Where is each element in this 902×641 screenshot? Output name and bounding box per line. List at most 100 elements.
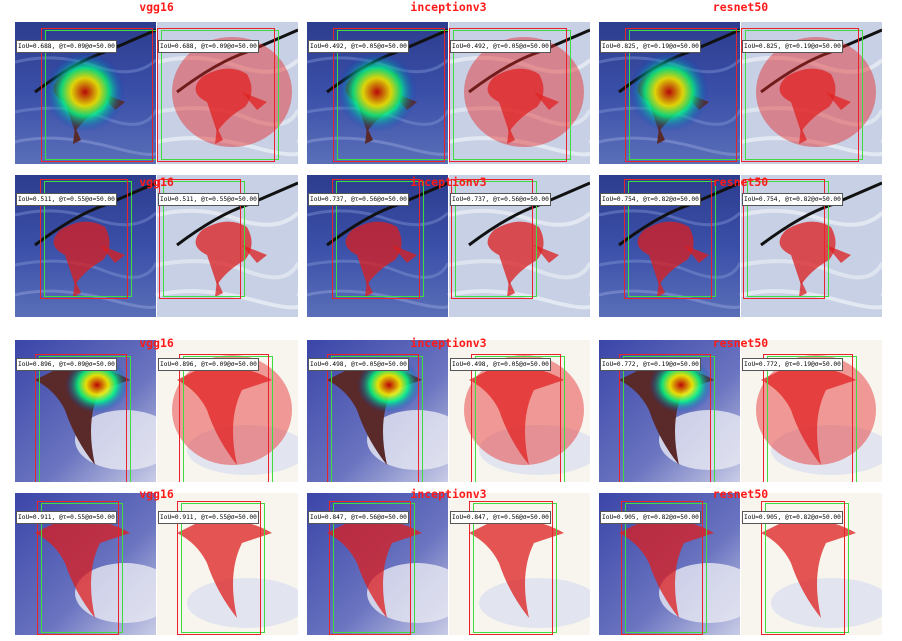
result-panel-inceptionv3: IoU=0.847, @τ=0.56@σ=50.00 IoU=0.847, @τ=…: [307, 493, 590, 635]
ground-truth-box: [183, 356, 273, 482]
predicted-box: [625, 28, 737, 162]
ground-truth-box: [628, 181, 716, 297]
iou-label: IoU=0.825, @τ=0.19@σ=50.00: [742, 40, 843, 53]
segmentation-mask-image: IoU=0.896, @τ=0.09@σ=50.00: [157, 340, 298, 482]
model-title: inceptionv3: [410, 487, 487, 501]
segmentation-mask-image: IoU=0.688, @τ=0.09@σ=50.00: [157, 22, 298, 164]
ground-truth-box: [181, 503, 265, 633]
model-title: vgg16: [139, 175, 174, 189]
segmentation-mask-image: IoU=0.754, @τ=0.82@σ=50.00: [741, 175, 882, 317]
ground-truth-box: [747, 181, 829, 297]
predicted-box: [40, 179, 128, 299]
result-panel-inceptionv3: IoU=0.498, @τ=0.05@σ=50.00 IoU=0.498, @τ=…: [307, 340, 590, 482]
iou-label: IoU=0.498, @τ=0.05@σ=50.00: [308, 358, 409, 371]
predicted-box: [177, 501, 261, 635]
ground-truth-box: [455, 181, 537, 297]
predicted-box: [179, 354, 269, 482]
model-title: inceptionv3: [410, 175, 487, 189]
segmentation-mask-image: IoU=0.911, @τ=0.55@σ=50.00: [157, 493, 298, 635]
model-title: vgg16: [139, 487, 174, 501]
model-title: vgg16: [139, 0, 174, 14]
iou-label: IoU=0.911, @τ=0.55@σ=50.00: [16, 511, 117, 524]
iou-label: IoU=0.905, @τ=0.82@σ=50.00: [600, 511, 701, 524]
model-title: inceptionv3: [410, 336, 487, 350]
predicted-box: [41, 28, 153, 162]
ground-truth-box: [44, 181, 132, 297]
segmentation-mask-image: IoU=0.847, @τ=0.56@σ=50.00: [449, 493, 590, 635]
iou-label: IoU=0.688, @τ=0.09@σ=50.00: [16, 40, 117, 53]
segmentation-mask-image: IoU=0.905, @τ=0.82@σ=50.00: [741, 493, 882, 635]
saliency-heatmap-image: IoU=0.825, @τ=0.19@σ=50.00: [599, 22, 740, 164]
ground-truth-box: [161, 30, 279, 160]
saliency-heatmap-image: IoU=0.772, @τ=0.19@σ=50.00: [599, 340, 740, 482]
iou-label: IoU=0.754, @τ=0.82@σ=50.00: [600, 193, 701, 206]
ground-truth-box: [473, 503, 557, 633]
iou-label: IoU=0.905, @τ=0.82@σ=50.00: [742, 511, 843, 524]
iou-label: IoU=0.511, @τ=0.55@σ=50.00: [158, 193, 259, 206]
saliency-heatmap-image: IoU=0.911, @τ=0.55@σ=50.00: [15, 493, 156, 635]
iou-label: IoU=0.688, @τ=0.09@σ=50.00: [158, 40, 259, 53]
predicted-box: [327, 354, 419, 482]
segmentation-mask-image: IoU=0.492, @τ=0.05@σ=50.00: [449, 22, 590, 164]
saliency-heatmap-image: IoU=0.737, @τ=0.56@σ=50.00: [307, 175, 448, 317]
iou-label: IoU=0.754, @τ=0.82@σ=50.00: [742, 193, 843, 206]
iou-label: IoU=0.737, @τ=0.56@σ=50.00: [450, 193, 551, 206]
ground-truth-box: [623, 356, 715, 482]
ground-truth-box: [629, 30, 740, 160]
predicted-box: [157, 28, 275, 162]
ground-truth-box: [475, 356, 565, 482]
ground-truth-box: [337, 30, 448, 160]
model-title: resnet50: [712, 336, 769, 350]
result-panel-vgg16: IoU=0.688, @τ=0.09@σ=50.00 IoU=0.688, @τ=…: [15, 22, 298, 164]
iou-label: IoU=0.847, @τ=0.56@σ=50.00: [450, 511, 551, 524]
iou-label: IoU=0.492, @τ=0.05@σ=50.00: [308, 40, 409, 53]
model-title: inceptionv3: [410, 0, 487, 14]
predicted-box: [761, 501, 845, 635]
saliency-heatmap-image: IoU=0.754, @τ=0.82@σ=50.00: [599, 175, 740, 317]
predicted-box: [35, 354, 127, 482]
result-panel-resnet50: IoU=0.905, @τ=0.82@σ=50.00 IoU=0.905, @τ=…: [599, 493, 882, 635]
predicted-box: [449, 28, 567, 162]
model-title: resnet50: [712, 175, 769, 189]
result-panel-inceptionv3: IoU=0.737, @τ=0.56@σ=50.00 IoU=0.737, @τ=…: [307, 175, 590, 317]
iou-label: IoU=0.511, @τ=0.55@σ=50.00: [16, 193, 117, 206]
segmentation-mask-image: IoU=0.772, @τ=0.19@σ=50.00: [741, 340, 882, 482]
model-title: vgg16: [139, 336, 174, 350]
predicted-box: [471, 354, 561, 482]
ground-truth-box: [453, 30, 571, 160]
ground-truth-box: [331, 356, 423, 482]
predicted-box: [469, 501, 553, 635]
result-panel-vgg16: IoU=0.896, @τ=0.09@σ=50.00 IoU=0.896, @τ=…: [15, 340, 298, 482]
ground-truth-box: [745, 30, 863, 160]
saliency-heatmap-image: IoU=0.688, @τ=0.09@σ=50.00: [15, 22, 156, 164]
iou-label: IoU=0.825, @τ=0.19@σ=50.00: [600, 40, 701, 53]
ground-truth-box: [41, 503, 123, 633]
saliency-heatmap-image: IoU=0.492, @τ=0.05@σ=50.00: [307, 22, 448, 164]
ground-truth-box: [765, 503, 849, 633]
predicted-box: [619, 354, 711, 482]
predicted-box: [451, 179, 533, 299]
ground-truth-box: [767, 356, 857, 482]
predicted-box: [743, 179, 825, 299]
segmentation-mask-image: IoU=0.498, @τ=0.05@σ=50.00: [449, 340, 590, 482]
iou-label: IoU=0.896, @τ=0.09@σ=50.00: [16, 358, 117, 371]
saliency-heatmap-image: IoU=0.511, @τ=0.55@σ=50.00: [15, 175, 156, 317]
result-panel-resnet50: IoU=0.825, @τ=0.19@σ=50.00 IoU=0.825, @τ=…: [599, 22, 882, 164]
model-title: resnet50: [712, 487, 769, 501]
predicted-box: [333, 28, 445, 162]
predicted-box: [741, 28, 859, 162]
iou-label: IoU=0.492, @τ=0.05@σ=50.00: [450, 40, 551, 53]
iou-label: IoU=0.498, @τ=0.05@σ=50.00: [450, 358, 551, 371]
result-panel-resnet50: IoU=0.772, @τ=0.19@σ=50.00 IoU=0.772, @τ=…: [599, 340, 882, 482]
segmentation-mask-image: IoU=0.737, @τ=0.56@σ=50.00: [449, 175, 590, 317]
ground-truth-box: [39, 356, 131, 482]
result-panel-vgg16: IoU=0.511, @τ=0.55@σ=50.00 IoU=0.511, @τ=…: [15, 175, 298, 317]
result-panel-inceptionv3: IoU=0.492, @τ=0.05@σ=50.00 IoU=0.492, @τ=…: [307, 22, 590, 164]
saliency-heatmap-image: IoU=0.498, @τ=0.05@σ=50.00: [307, 340, 448, 482]
ground-truth-box: [163, 181, 245, 297]
saliency-heatmap-image: IoU=0.905, @τ=0.82@σ=50.00: [599, 493, 740, 635]
saliency-heatmap-image: IoU=0.896, @τ=0.09@σ=50.00: [15, 340, 156, 482]
result-panel-vgg16: IoU=0.911, @τ=0.55@σ=50.00 IoU=0.911, @τ=…: [15, 493, 298, 635]
predicted-box: [621, 501, 703, 635]
model-title: resnet50: [712, 0, 769, 14]
